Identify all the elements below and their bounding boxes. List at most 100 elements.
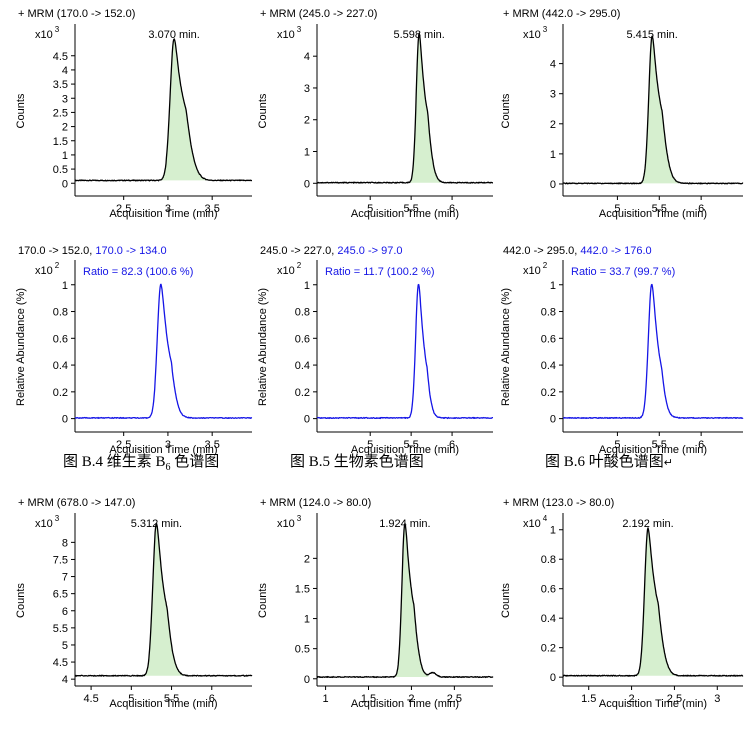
y-axis-label: Counts — [257, 583, 269, 618]
panel-title: 170.0 -> 152.0, 170.0 -> 134.0 — [18, 245, 167, 257]
y-axis-label: Counts — [500, 93, 512, 128]
y-tick-label: 1 — [550, 280, 556, 292]
x-tick-label: 5.5 — [652, 439, 667, 451]
y-exponent-label: x10 3 — [35, 25, 60, 41]
y-exponent-label: x10 4 — [523, 514, 548, 530]
y-tick-label: 0.8 — [295, 307, 310, 319]
y-tick-label: 0.8 — [53, 307, 68, 319]
x-tick-label: 3 — [714, 693, 720, 705]
y-axis-label: Counts — [15, 583, 27, 618]
y-exponent-label: x10 3 — [523, 25, 548, 41]
y-tick-label: 0 — [304, 674, 310, 686]
panel-title-part: 442.0 -> 295.0, — [503, 245, 580, 257]
y-tick-label: 1 — [304, 147, 310, 159]
chromatogram-panel-p4: 170.0 -> 152.0, 170.0 -> 134.0 Relative A… — [15, 245, 253, 456]
panel-title: + MRM (442.0 -> 295.0) — [503, 8, 620, 20]
x-tick-label: 6 — [698, 203, 704, 215]
caption-b6: 图 B.6 叶酸色谱图↵ — [545, 454, 673, 470]
panel-title-part: + MRM (442.0 -> 295.0) — [503, 8, 620, 20]
x-axis-label: Acquisition Time (min) — [351, 444, 459, 456]
y-tick-label: 0.2 — [53, 387, 68, 399]
panel-title-part: 245.0 -> 97.0 — [337, 245, 402, 257]
x-tick-label: 1.5 — [581, 693, 596, 705]
y-exponent-power: 4 — [543, 514, 548, 523]
x-tick-label: 2.5 — [116, 439, 131, 451]
y-tick-label: 2 — [550, 119, 556, 131]
x-tick-label: 5.5 — [164, 693, 179, 705]
y-tick-label: 4.5 — [53, 657, 68, 669]
chromatogram-trace — [562, 35, 744, 185]
y-tick-label: 1 — [62, 150, 68, 162]
y-tick-label: 2 — [62, 122, 68, 134]
y-tick-label: 0.2 — [295, 387, 310, 399]
x-tick-label: 6 — [449, 439, 455, 451]
chromatogram-panel-p3: + MRM (442.0 -> 295.0) Counts x10 3 0 1 2 3 4 5 5.… — [500, 8, 744, 220]
x-tick-label: 5 — [614, 439, 620, 451]
chromatogram-panel-p6: 442.0 -> 295.0, 442.0 -> 176.0 Relative A… — [500, 245, 744, 456]
retention-time-label: 5.312 min. — [131, 518, 182, 530]
y-axis-label: Relative Abundance (%) — [257, 288, 269, 406]
panel-title-part: + MRM (170.0 -> 152.0) — [18, 8, 135, 20]
x-tick-label: 2.5 — [116, 203, 131, 215]
y-tick-label: 0.4 — [541, 360, 556, 372]
y-tick-label: 0.5 — [53, 164, 68, 176]
x-tick-label: 6 — [449, 203, 455, 215]
panel-title-part: 442.0 -> 176.0 — [580, 245, 651, 257]
x-tick-label: 1 — [323, 693, 329, 705]
retention-time-label: 3.070 min. — [148, 29, 199, 41]
caption-b4: 图 B.4 维生素 B6 色谱图 — [63, 454, 220, 473]
x-axis-label: Acquisition Time (min) — [351, 698, 459, 710]
y-tick-label: 3 — [62, 93, 68, 105]
y-tick-label: 0 — [62, 414, 68, 426]
retention-time-label: 1.924 min. — [379, 518, 430, 530]
peak-area-fill — [641, 36, 679, 184]
chromatogram-panel-p2: + MRM (245.0 -> 227.0) Counts x10 3 0 1 2 3 4 5 5.… — [257, 8, 494, 220]
y-tick-label: 0 — [304, 178, 310, 190]
y-exponent-power: 3 — [297, 25, 302, 34]
x-axis-label: Acquisition Time (min) — [109, 698, 217, 710]
y-exponent-power: 3 — [55, 25, 60, 34]
panel-title: + MRM (124.0 -> 80.0) — [260, 497, 371, 509]
panel-title: 245.0 -> 227.0, 245.0 -> 97.0 — [260, 245, 403, 257]
y-tick-label: 4 — [550, 59, 556, 71]
y-exponent-label: x10 2 — [277, 261, 302, 277]
x-axis-label: Acquisition Time (min) — [351, 208, 459, 220]
y-tick-label: 0 — [550, 179, 556, 191]
y-tick-label: 0.8 — [541, 307, 556, 319]
ion-ratio-label: Ratio = 33.7 (99.7 %) — [571, 266, 675, 278]
y-tick-label: 1.5 — [53, 136, 68, 148]
panel-title: + MRM (123.0 -> 80.0) — [503, 497, 614, 509]
y-tick-label: 4 — [304, 51, 310, 63]
x-tick-label: 5 — [367, 439, 373, 451]
y-exponent-power: 3 — [55, 514, 60, 523]
peak-area-fill — [144, 523, 184, 676]
y-exponent-label: x10 2 — [523, 261, 548, 277]
panel-title-part: 170.0 -> 152.0, — [18, 245, 95, 257]
panel-title-part: + MRM (245.0 -> 227.0) — [260, 8, 377, 20]
y-axis-label: Counts — [15, 93, 27, 128]
y-tick-label: 5.5 — [53, 623, 68, 635]
y-exponent-label: x10 3 — [277, 514, 302, 530]
y-tick-label: 1 — [62, 280, 68, 292]
x-tick-label: 6 — [698, 439, 704, 451]
y-tick-label: 0.5 — [295, 644, 310, 656]
x-axis-label: Acquisition Time (min) — [599, 444, 707, 456]
y-tick-label: 2 — [304, 115, 310, 127]
chromatogram-panel-p9: + MRM (123.0 -> 80.0) Counts x10 4 0 0.2 0.4 0.… — [500, 497, 744, 710]
y-exponent-label: x10 2 — [35, 261, 60, 277]
x-tick-label: 2 — [408, 693, 414, 705]
y-tick-label: 1.5 — [295, 583, 310, 595]
x-tick-label: 2.5 — [667, 693, 682, 705]
x-tick-label: 5 — [128, 693, 134, 705]
x-tick-label: 5 — [367, 203, 373, 215]
y-tick-label: 3 — [304, 83, 310, 95]
peak-area-fill — [395, 523, 429, 677]
x-axis-label: Acquisition Time (min) — [599, 698, 707, 710]
x-tick-label: 5 — [614, 203, 620, 215]
y-tick-label: 0.4 — [541, 613, 556, 625]
x-tick-label: 3 — [165, 203, 171, 215]
panel-title-part: + MRM (123.0 -> 80.0) — [503, 497, 614, 509]
y-tick-label: 1 — [304, 614, 310, 626]
panel-title: + MRM (170.0 -> 152.0) — [18, 8, 135, 20]
